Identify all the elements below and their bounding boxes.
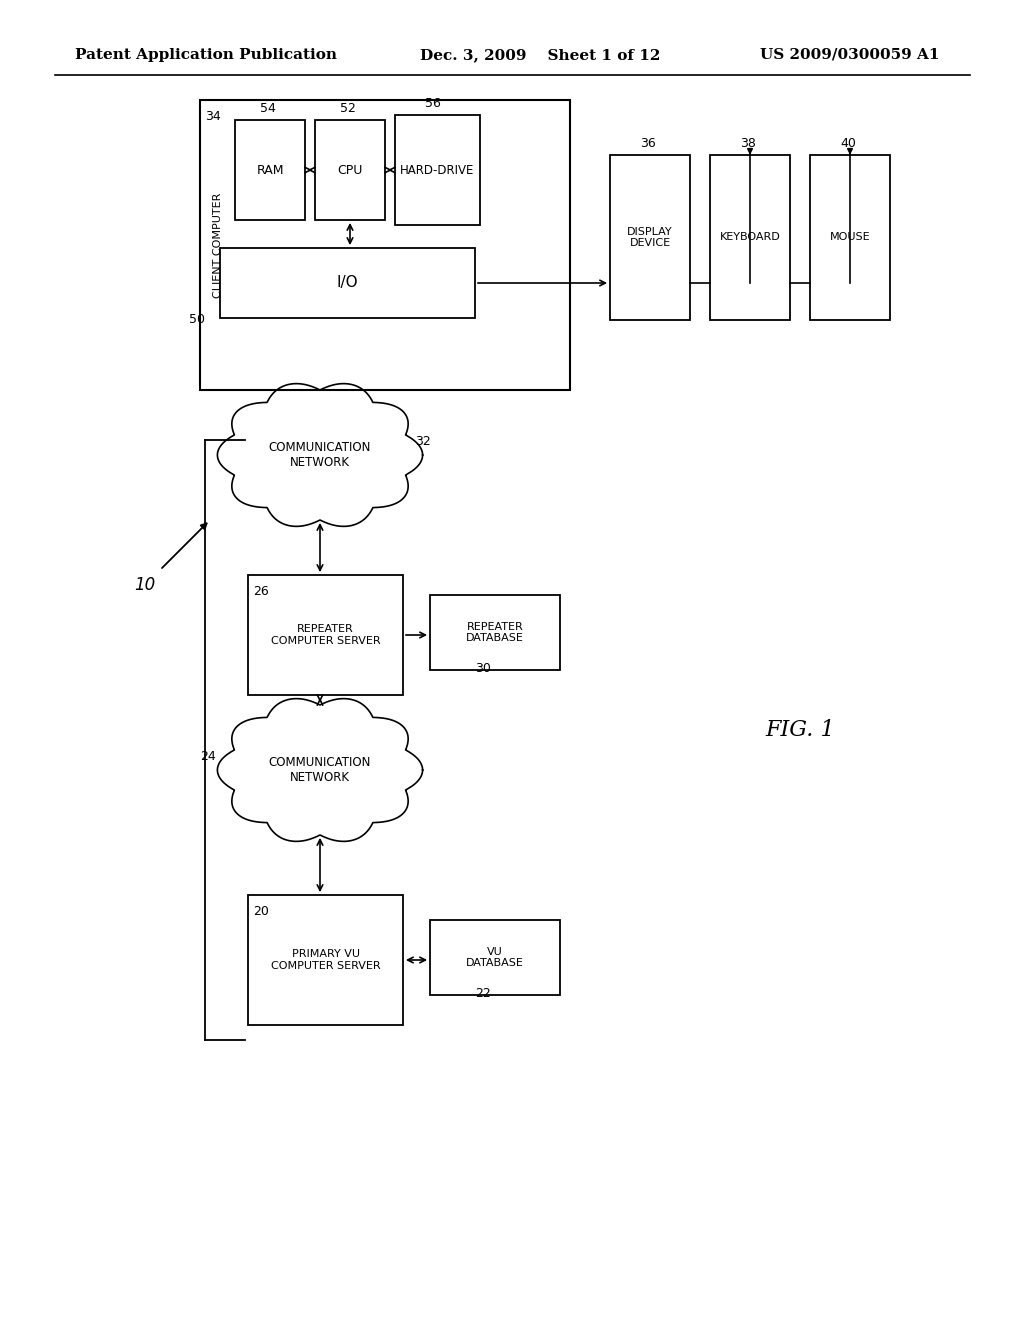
Bar xyxy=(810,154,890,319)
Text: COMMUNICATION
NETWORK: COMMUNICATION NETWORK xyxy=(269,756,371,784)
Bar xyxy=(200,100,570,389)
Text: PRIMARY VU
COMPUTER SERVER: PRIMARY VU COMPUTER SERVER xyxy=(270,949,380,970)
Text: 22: 22 xyxy=(475,987,490,1001)
Polygon shape xyxy=(217,384,423,527)
Text: HARD-DRIVE: HARD-DRIVE xyxy=(400,164,475,177)
Text: 52: 52 xyxy=(340,102,356,115)
Text: DISPLAY
DEVICE: DISPLAY DEVICE xyxy=(627,227,673,248)
Text: 38: 38 xyxy=(740,137,756,150)
Bar xyxy=(220,248,475,318)
Bar xyxy=(710,154,790,319)
Text: VU
DATABASE: VU DATABASE xyxy=(466,946,524,969)
Text: MOUSE: MOUSE xyxy=(829,232,870,243)
Text: REPEATER
COMPUTER SERVER: REPEATER COMPUTER SERVER xyxy=(270,624,380,645)
Bar xyxy=(248,576,403,696)
Text: RAM: RAM xyxy=(256,164,284,177)
Text: 56: 56 xyxy=(425,96,441,110)
Text: US 2009/0300059 A1: US 2009/0300059 A1 xyxy=(760,48,939,62)
Polygon shape xyxy=(217,698,423,841)
Bar xyxy=(430,595,560,671)
Text: 30: 30 xyxy=(475,663,490,675)
Text: REPEATER
DATABASE: REPEATER DATABASE xyxy=(466,622,524,643)
Text: 40: 40 xyxy=(840,137,856,150)
Text: Patent Application Publication: Patent Application Publication xyxy=(75,48,337,62)
Bar xyxy=(234,120,305,220)
Bar xyxy=(315,120,385,220)
Text: 10: 10 xyxy=(134,576,156,594)
Text: I/O: I/O xyxy=(337,276,358,290)
Text: COMMUNICATION
NETWORK: COMMUNICATION NETWORK xyxy=(269,441,371,469)
Text: CPU: CPU xyxy=(337,164,362,177)
Text: KEYBOARD: KEYBOARD xyxy=(720,232,780,243)
Text: 20: 20 xyxy=(253,906,269,917)
Text: 54: 54 xyxy=(260,102,275,115)
Text: CLIENT COMPUTER: CLIENT COMPUTER xyxy=(213,193,223,298)
Bar xyxy=(430,920,560,995)
Text: 34: 34 xyxy=(205,110,221,123)
Bar xyxy=(248,895,403,1026)
Text: Dec. 3, 2009    Sheet 1 of 12: Dec. 3, 2009 Sheet 1 of 12 xyxy=(420,48,660,62)
Text: 50: 50 xyxy=(189,313,205,326)
Text: 26: 26 xyxy=(253,585,268,598)
Text: 36: 36 xyxy=(640,137,655,150)
Bar xyxy=(395,115,480,224)
Text: 24: 24 xyxy=(200,750,216,763)
Bar xyxy=(610,154,690,319)
Text: 32: 32 xyxy=(415,436,431,447)
Text: FIG. 1: FIG. 1 xyxy=(765,719,835,741)
